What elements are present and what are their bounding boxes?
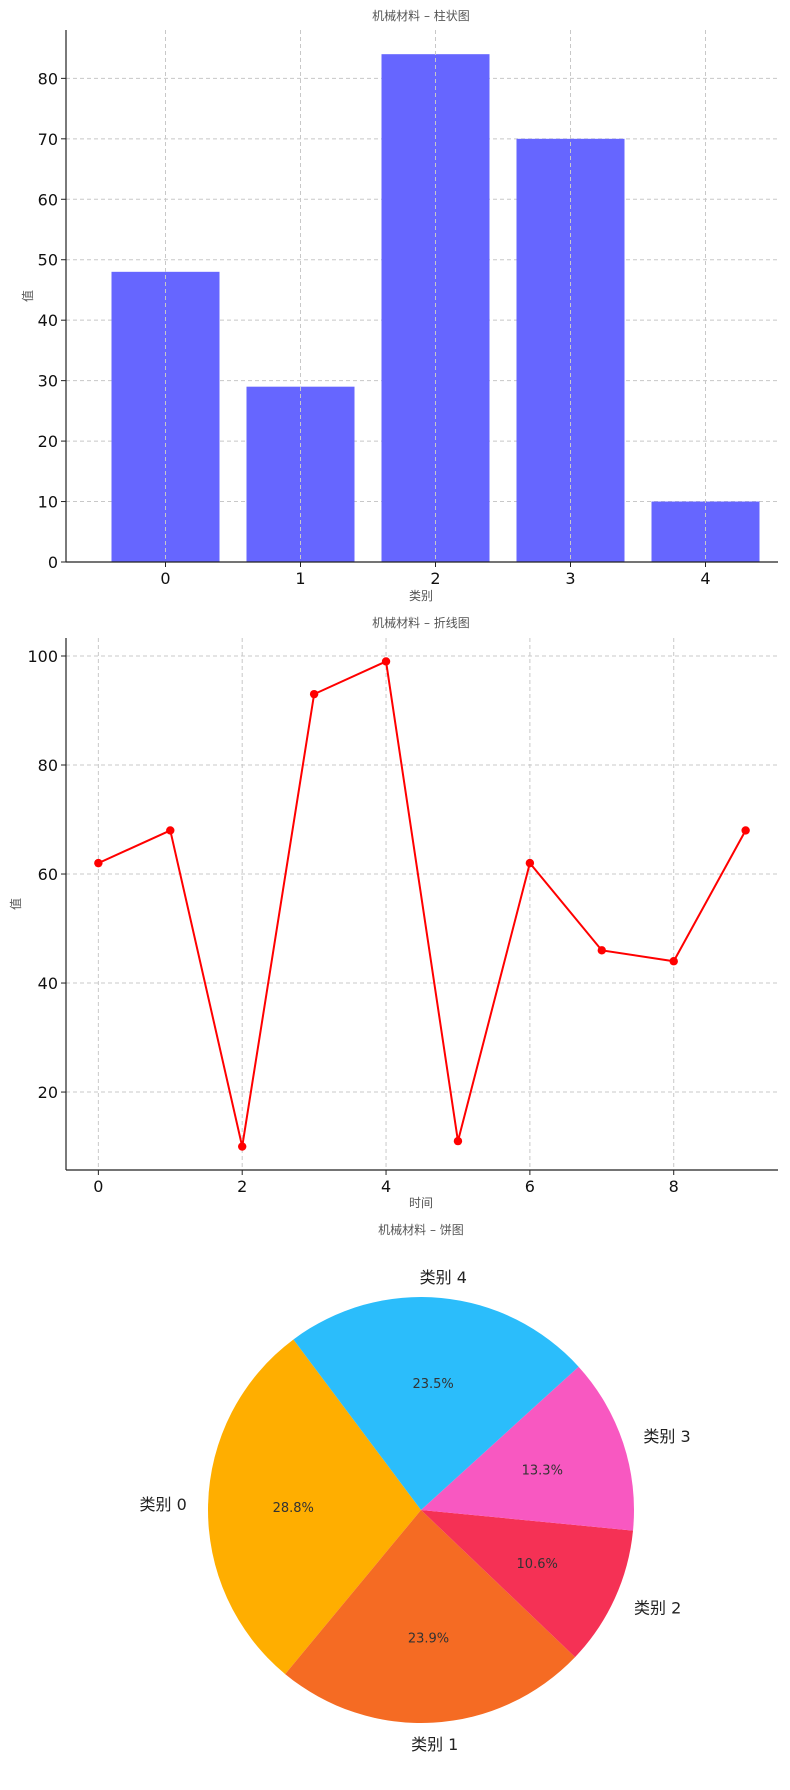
pie-slice-2 bbox=[421, 1510, 634, 1658]
pie-chart-labels: 28.8% 类别 0 23.9% 类别 1 10.6% 类别 2 13.3% 类别 3 23.5… bbox=[139, 1268, 690, 1754]
line-y-tick-label: 40 bbox=[38, 974, 58, 993]
line-point-7 bbox=[597, 946, 606, 955]
line-chart: 机械材料 – 折线图 20 40 60 80 100 0 2 4 6 8 时间 值 bbox=[8, 615, 778, 1210]
bar-y-tick-label: 30 bbox=[38, 372, 58, 391]
line-y-tick-label: 20 bbox=[38, 1083, 58, 1102]
pie-chart-title: 机械材料 – 饼图 bbox=[378, 1222, 464, 1237]
pie-label-0: 类别 0 bbox=[139, 1495, 186, 1514]
pie-slice-1 bbox=[285, 1510, 576, 1724]
pie-slice-3 bbox=[421, 1366, 634, 1531]
pie-percent-label-0: 28.8% bbox=[273, 1501, 314, 1516]
bar-y-tick-label: 0 bbox=[48, 553, 58, 572]
line-point-3 bbox=[309, 689, 319, 699]
bar-x-tick-label: 1 bbox=[295, 569, 305, 588]
pie-label-4: 类别 4 bbox=[420, 1268, 467, 1287]
line-point-2 bbox=[238, 1142, 247, 1151]
bar-chart-xlabel: 类别 bbox=[409, 589, 433, 603]
line-point-6 bbox=[525, 858, 535, 868]
line-point-9 bbox=[741, 826, 750, 835]
line-chart-series bbox=[94, 657, 750, 1151]
pie-percent-label-1: 23.9% bbox=[408, 1632, 449, 1647]
bar-y-tick-label: 80 bbox=[38, 69, 58, 88]
line-chart-xlabel: 时间 bbox=[409, 1196, 433, 1210]
line-chart-ylabel: 值 bbox=[8, 898, 23, 910]
pie-percent-label-2: 10.6% bbox=[517, 1557, 558, 1572]
bar-y-tick-label: 60 bbox=[38, 190, 58, 209]
pie-label-1: 类别 1 bbox=[411, 1735, 458, 1754]
pie-chart: 机械材料 – 饼图 28.8% 类别 0 23.9% 类别 1 10.6% 类别 2 13.… bbox=[139, 1222, 690, 1754]
line-x-tick-label: 0 bbox=[93, 1177, 103, 1196]
bar-chart-title: 机械材料 – 柱状图 bbox=[372, 8, 470, 23]
line-x-tick-label: 6 bbox=[525, 1177, 535, 1196]
pie-slice-4 bbox=[293, 1297, 579, 1510]
line-point-1 bbox=[166, 826, 175, 835]
line-point-4 bbox=[381, 657, 391, 666]
bar-chart-ylabel: 值 bbox=[20, 290, 35, 302]
line-chart-title: 机械材料 – 折线图 bbox=[372, 615, 470, 630]
bar-chart-axes: 0 10 20 30 40 50 60 70 80 0 1 2 3 4 bbox=[38, 30, 778, 588]
pie-chart-slices bbox=[207, 1297, 634, 1724]
line-x-tick-label: 2 bbox=[237, 1177, 247, 1196]
line-y-tick-label: 60 bbox=[38, 865, 58, 884]
line-x-tick-label: 4 bbox=[381, 1177, 391, 1196]
bar-x-tick-label: 0 bbox=[160, 569, 170, 588]
line-point-8 bbox=[669, 957, 678, 966]
bar-chart: 机械材料 – 柱状图 0 10 20 30 40 50 60 70 80 0 1 2 3 4 类别 值 bbox=[20, 8, 778, 603]
bar-x-tick-label: 4 bbox=[700, 569, 710, 588]
line-y-tick-label: 100 bbox=[27, 647, 58, 666]
line-point-0 bbox=[94, 858, 103, 868]
pie-label-3: 类别 3 bbox=[643, 1427, 690, 1446]
line-chart-grid bbox=[66, 638, 778, 1170]
bar-x-tick-label: 3 bbox=[565, 569, 575, 588]
line-chart-axes: 20 40 60 80 100 0 2 4 6 8 bbox=[27, 638, 778, 1196]
bar-y-tick-label: 50 bbox=[38, 251, 58, 270]
pie-slice-0 bbox=[207, 1339, 421, 1675]
line-y-tick-label: 80 bbox=[38, 756, 58, 775]
line-series-path bbox=[97, 659, 747, 1147]
bar-4 bbox=[651, 501, 760, 562]
line-point-5 bbox=[453, 1136, 463, 1146]
bar-y-tick-label: 40 bbox=[38, 311, 58, 330]
bar-3 bbox=[516, 138, 625, 562]
bar-y-tick-label: 20 bbox=[38, 432, 58, 451]
bar-y-tick-label: 10 bbox=[38, 493, 58, 512]
bar-x-tick-label: 2 bbox=[430, 569, 440, 588]
line-x-tick-label: 8 bbox=[669, 1177, 679, 1196]
pie-percent-label-3: 13.3% bbox=[522, 1464, 563, 1479]
bar-y-tick-label: 70 bbox=[38, 130, 58, 149]
pie-label-2: 类别 2 bbox=[634, 1599, 681, 1618]
pie-percent-label-4: 23.5% bbox=[412, 1377, 453, 1392]
